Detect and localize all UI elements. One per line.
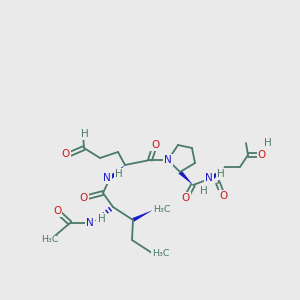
Polygon shape <box>109 165 125 180</box>
Text: N: N <box>164 155 172 165</box>
Text: H₃C: H₃C <box>41 236 59 244</box>
Text: O: O <box>219 191 227 201</box>
Text: O: O <box>80 193 88 203</box>
Text: H₃C: H₃C <box>152 248 169 257</box>
Text: O: O <box>151 140 159 150</box>
Text: H₃C: H₃C <box>153 206 170 214</box>
Text: O: O <box>258 150 266 160</box>
Text: O: O <box>182 193 190 203</box>
Text: H: H <box>217 169 225 179</box>
Text: H: H <box>81 129 89 139</box>
Text: N: N <box>103 173 111 183</box>
Text: N: N <box>205 173 213 183</box>
Text: H: H <box>115 169 123 179</box>
Text: O: O <box>62 149 70 159</box>
Polygon shape <box>178 170 193 185</box>
Text: O: O <box>53 206 61 216</box>
Text: H: H <box>200 186 208 196</box>
Text: H: H <box>264 138 272 148</box>
Polygon shape <box>211 167 225 180</box>
Text: H: H <box>98 214 106 224</box>
Polygon shape <box>132 210 153 222</box>
Text: N: N <box>86 218 94 228</box>
